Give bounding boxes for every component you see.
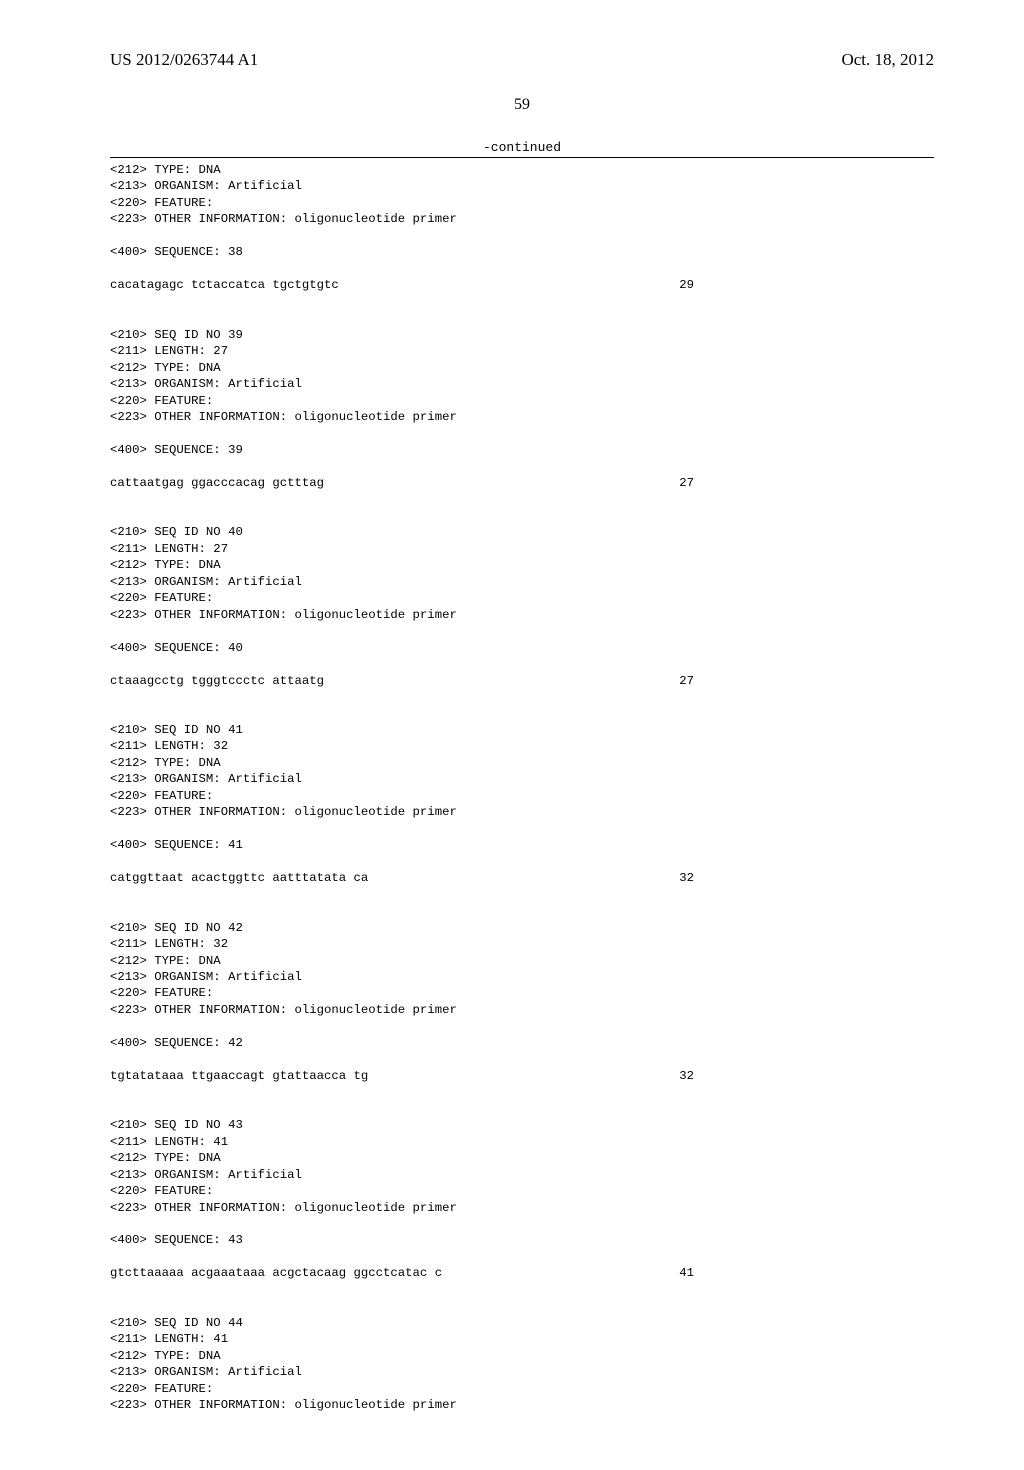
sequence-length: 32 xyxy=(679,1068,934,1084)
pub-date: Oct. 18, 2012 xyxy=(841,50,934,70)
sequence-length: 29 xyxy=(679,277,934,293)
sequence-length: 41 xyxy=(679,1265,934,1281)
sequence-length: 27 xyxy=(679,673,934,689)
sequence-text: ctaaagcctg tgggtccctc attaatg xyxy=(110,673,324,689)
sequence-text: tgtatataaa ttgaaccagt gtattaacca tg xyxy=(110,1068,368,1084)
pub-number: US 2012/0263744 A1 xyxy=(110,50,258,70)
sequence-text: cacatagagc tctaccatca tgctgtgtc xyxy=(110,277,339,293)
page-header: US 2012/0263744 A1 Oct. 18, 2012 xyxy=(110,50,934,70)
sequence-listing: <212> TYPE: DNA <213> ORGANISM: Artifici… xyxy=(110,162,934,1430)
page: US 2012/0263744 A1 Oct. 18, 2012 59 -con… xyxy=(0,0,1024,1470)
continued-label: -continued xyxy=(110,140,934,155)
sequence-text: gtcttaaaaa acgaaataaa acgctacaag ggcctca… xyxy=(110,1265,442,1281)
sequence-text: cattaatgag ggacccacag gctttag xyxy=(110,475,324,491)
sequence-text: catggttaat acactggttc aatttatata ca xyxy=(110,870,368,886)
top-rule xyxy=(110,157,934,158)
sequence-length: 32 xyxy=(679,870,934,886)
page-number: 59 xyxy=(110,96,934,114)
sequence-length: 27 xyxy=(679,475,934,491)
